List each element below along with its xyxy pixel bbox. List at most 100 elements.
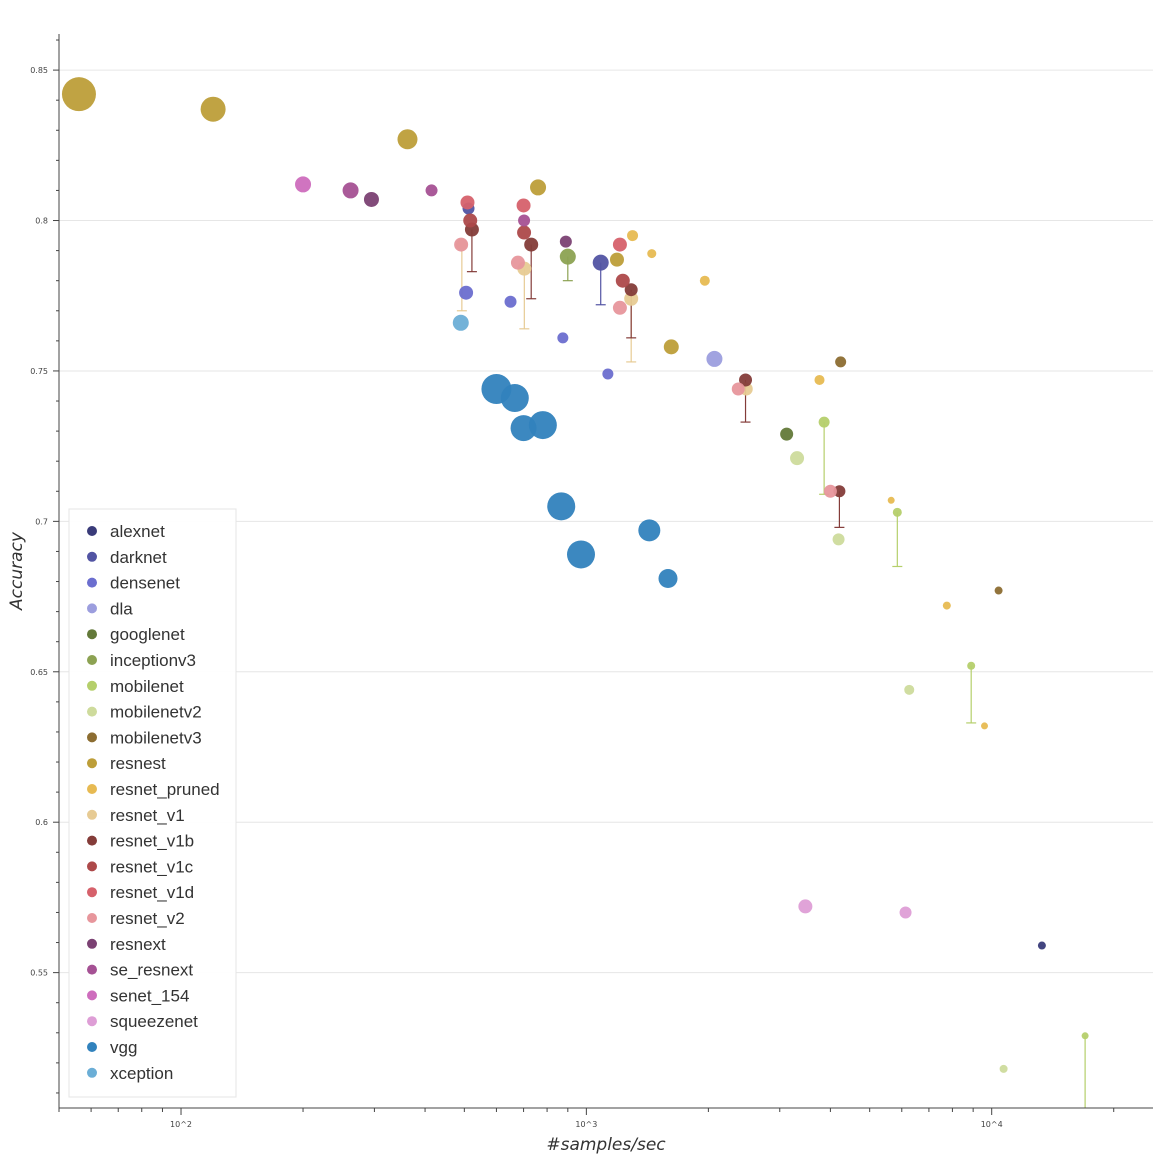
legend-swatch-alexnet xyxy=(87,526,97,536)
y-axis-label: Accuracy xyxy=(7,531,27,611)
legend-swatch-resnet_v1d xyxy=(87,887,97,898)
point-resnext-0 xyxy=(363,191,379,207)
point-resnet_v1c-2 xyxy=(615,273,630,288)
legend-label-squeezenet: squeezenet xyxy=(110,1012,198,1031)
legend-label-inceptionv3: inceptionv3 xyxy=(110,651,196,670)
legend-swatch-resnet_v2 xyxy=(87,913,97,923)
legend-swatch-darknet xyxy=(87,551,97,562)
point-resnet_pruned-0 xyxy=(627,230,639,242)
y-tick-label-1: 0.6 xyxy=(35,818,48,827)
point-vgg-1 xyxy=(500,384,529,413)
point-resnet_v1b-4 xyxy=(833,485,846,498)
point-mobilenetv2-3 xyxy=(999,1064,1008,1073)
legend-label-dla: dla xyxy=(110,599,133,618)
legend-swatch-senet_154 xyxy=(87,990,97,1001)
legend-label-mobilenet: mobilenet xyxy=(110,677,184,696)
legend-label-resnet_v2: resnet_v2 xyxy=(110,909,185,928)
legend-swatch-resnet_pruned xyxy=(87,784,97,794)
point-vgg-7 xyxy=(658,569,678,589)
point-vgg-5 xyxy=(566,540,595,569)
legend-swatch-mobilenetv2 xyxy=(87,706,97,717)
legend-swatch-densenet xyxy=(87,577,97,588)
point-resnet_v2-4 xyxy=(823,484,837,498)
legend-swatch-dla xyxy=(87,603,97,614)
point-resnet_v2-2 xyxy=(612,300,627,315)
point-squeezenet-0 xyxy=(798,899,813,914)
point-resnet_v1c-1 xyxy=(517,225,532,240)
y-tick-label-0: 0.55 xyxy=(30,969,48,978)
legend-label-resnet_v1d: resnet_v1d xyxy=(110,883,194,902)
y-tick-label-3: 0.7 xyxy=(35,517,48,526)
y-tick-label-2: 0.65 xyxy=(30,668,48,677)
legend-label-resnest: resnest xyxy=(110,754,166,773)
point-resnest-1 xyxy=(200,96,226,122)
x-axis-label: #samples/sec xyxy=(546,1135,666,1155)
legend-label-darknet: darknet xyxy=(110,548,167,567)
point-resnet_v1b-3 xyxy=(739,373,753,387)
legend-box xyxy=(68,508,237,1098)
legend-swatch-squeezenet xyxy=(87,1016,97,1027)
point-densenet-2 xyxy=(557,332,569,344)
legend-label-resnext: resnext xyxy=(110,935,166,954)
legend-swatch-resnest xyxy=(87,758,97,769)
legend-label-se_resnext: se_resnext xyxy=(110,961,193,980)
point-resnet_pruned-4 xyxy=(887,496,895,504)
point-mobilenet-2 xyxy=(967,661,976,670)
legend-label-googlenet: googlenet xyxy=(110,625,185,644)
legend-label-resnet_v1b: resnet_v1b xyxy=(110,832,194,851)
point-resnet_v1d-1 xyxy=(516,198,531,213)
point-vgg-6 xyxy=(638,519,661,542)
point-resnet_pruned-5 xyxy=(942,601,951,610)
point-se_resnext-1 xyxy=(425,184,438,197)
legend-swatch-resnet_v1c xyxy=(87,861,97,872)
point-resnest-4 xyxy=(609,252,624,267)
y-ticks: 0.55 0.6 0.65 0.7 0.75 0.8 0.85 xyxy=(30,39,59,1094)
legend-swatch-resnet_v1b xyxy=(87,835,97,846)
point-resnet_v1-2 xyxy=(624,291,639,306)
point-resnet_v1b-2 xyxy=(624,283,638,297)
point-vgg-3 xyxy=(528,411,557,440)
legend-label-mobilenetv3: mobilenetv3 xyxy=(110,728,202,747)
grid-lines xyxy=(59,69,1153,974)
point-xception-0 xyxy=(452,314,469,331)
point-resnet_v1d-2 xyxy=(612,237,627,252)
legend-swatch-vgg xyxy=(87,1042,97,1052)
point-resnest-2 xyxy=(397,129,418,150)
point-resnext-1 xyxy=(559,235,572,248)
legend: alexnet darknet densenet dla googlenet incept… xyxy=(68,508,237,1098)
legend-swatch-mobilenet xyxy=(87,680,97,691)
point-dla-0 xyxy=(706,350,723,367)
legend-swatch-resnext xyxy=(87,938,97,949)
x-ticks: 10^2 10^3 10^4 xyxy=(58,1108,1115,1129)
point-alexnet-0 xyxy=(1037,941,1046,950)
point-mobilenetv3-1 xyxy=(994,586,1003,595)
legend-label-mobilenetv2: mobilenetv2 xyxy=(110,703,202,722)
point-resnet_v2-0 xyxy=(454,237,469,252)
point-resnest-3 xyxy=(530,179,547,196)
legend-label-senet_154: senet_154 xyxy=(110,986,189,1005)
point-vgg-4 xyxy=(547,492,576,521)
point-resnet_pruned-3 xyxy=(814,374,825,385)
point-resnest-0 xyxy=(61,77,96,112)
point-resnet_v2-3 xyxy=(731,382,745,396)
legend-label-resnet_pruned: resnet_pruned xyxy=(110,780,220,799)
x-tick-label-1: 10^3 xyxy=(575,1120,597,1129)
point-resnet_v1c-0 xyxy=(463,213,478,228)
point-resnet_pruned-2 xyxy=(699,275,710,286)
legend-label-densenet: densenet xyxy=(110,574,180,593)
point-mobilenetv2-0 xyxy=(790,451,805,466)
legend-swatch-googlenet xyxy=(87,629,97,640)
point-mobilenet-3 xyxy=(1081,1032,1089,1040)
point-resnet_v2-1 xyxy=(510,255,525,270)
x-tick-label-0: 10^2 xyxy=(170,1120,192,1129)
legend-swatch-se_resnext xyxy=(87,964,97,975)
axes xyxy=(58,34,1153,1109)
y-tick-label-6: 0.85 xyxy=(30,66,48,75)
point-googlenet-0 xyxy=(780,427,794,441)
point-mobilenetv2-2 xyxy=(904,684,915,695)
point-mobilenet-0 xyxy=(818,416,830,428)
x-tick-label-2: 10^4 xyxy=(981,1120,1003,1129)
legend-label-alexnet: alexnet xyxy=(110,522,165,541)
point-inceptionv3-0 xyxy=(559,248,576,265)
